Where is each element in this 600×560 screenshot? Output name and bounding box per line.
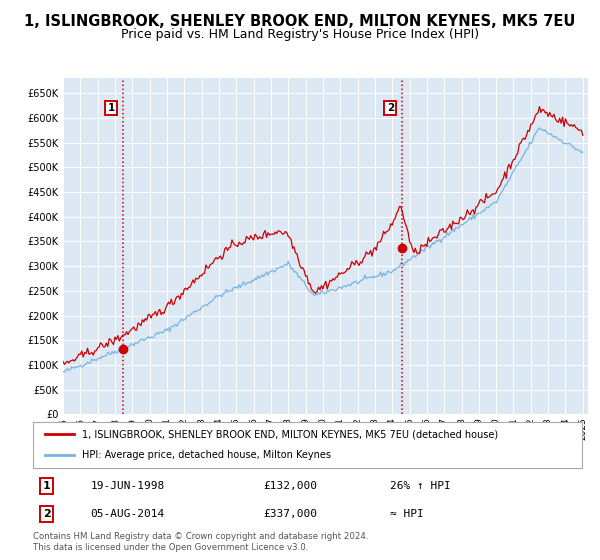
Text: 1, ISLINGBROOK, SHENLEY BROOK END, MILTON KEYNES, MK5 7EU: 1, ISLINGBROOK, SHENLEY BROOK END, MILTO…: [25, 14, 575, 29]
Text: Contains HM Land Registry data © Crown copyright and database right 2024.: Contains HM Land Registry data © Crown c…: [33, 532, 368, 541]
Text: 1: 1: [43, 481, 50, 491]
Text: 1: 1: [107, 103, 115, 113]
Text: 26% ↑ HPI: 26% ↑ HPI: [390, 481, 451, 491]
Text: ≈ HPI: ≈ HPI: [390, 509, 424, 519]
Text: 05-AUG-2014: 05-AUG-2014: [91, 509, 165, 519]
Text: £132,000: £132,000: [263, 481, 317, 491]
Text: 19-JUN-1998: 19-JUN-1998: [91, 481, 165, 491]
Text: HPI: Average price, detached house, Milton Keynes: HPI: Average price, detached house, Milt…: [82, 450, 331, 460]
Text: £337,000: £337,000: [263, 509, 317, 519]
Text: This data is licensed under the Open Government Licence v3.0.: This data is licensed under the Open Gov…: [33, 543, 308, 552]
Text: 2: 2: [43, 509, 50, 519]
Text: Price paid vs. HM Land Registry's House Price Index (HPI): Price paid vs. HM Land Registry's House …: [121, 28, 479, 41]
Text: 2: 2: [386, 103, 394, 113]
Text: 1, ISLINGBROOK, SHENLEY BROOK END, MILTON KEYNES, MK5 7EU (detached house): 1, ISLINGBROOK, SHENLEY BROOK END, MILTO…: [82, 429, 499, 439]
